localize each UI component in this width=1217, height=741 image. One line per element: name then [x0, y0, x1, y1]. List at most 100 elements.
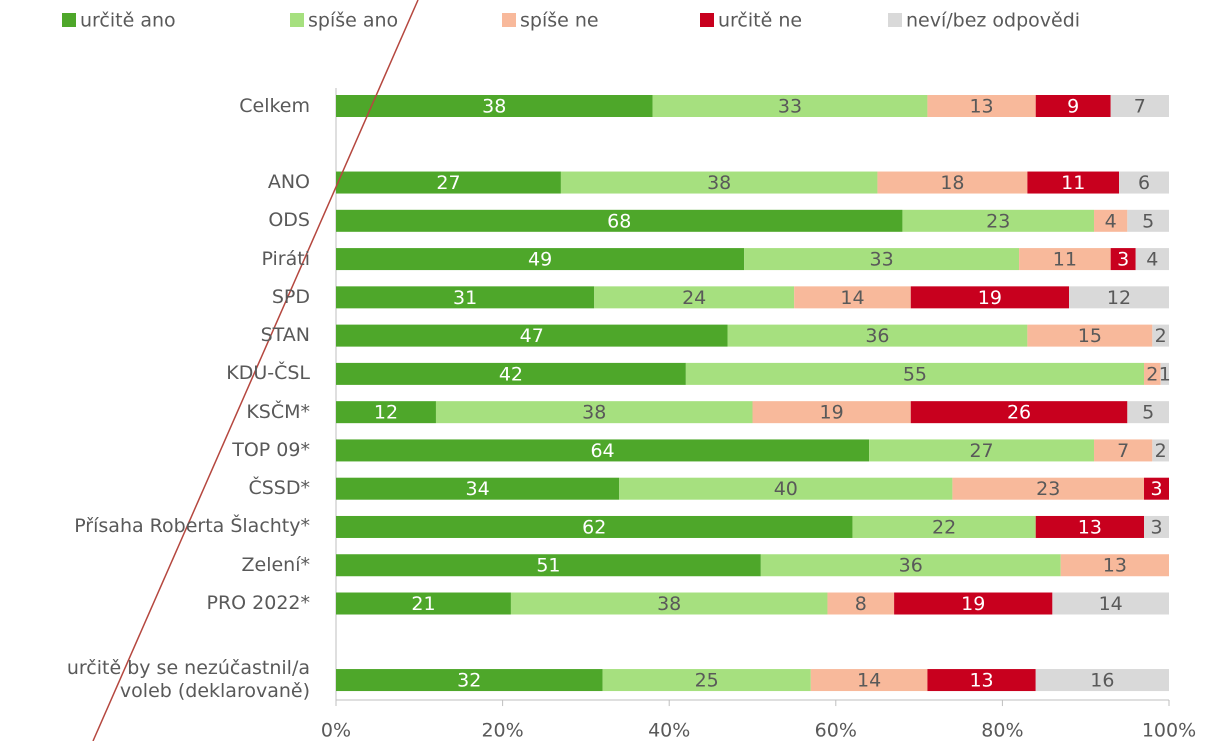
bar-segment — [952, 477, 1145, 500]
x-tick-label: 80% — [981, 720, 1023, 741]
bar-segment — [336, 324, 728, 347]
value-label: 38 — [657, 593, 681, 615]
x-tick-label: 40% — [648, 720, 690, 741]
bar-segment — [810, 669, 928, 692]
bar-segment — [1060, 554, 1169, 577]
value-label: 38 — [482, 96, 506, 118]
value-label: 11 — [1061, 172, 1085, 194]
bar-segment — [1144, 477, 1169, 500]
category-label: Piráti — [261, 247, 310, 270]
category-label: ČSSD* — [248, 477, 310, 500]
bar-segment — [336, 439, 870, 462]
bar-segment — [927, 669, 1036, 692]
value-label: 2 — [1155, 325, 1167, 347]
bar-segment — [336, 362, 686, 385]
value-label: 62 — [582, 516, 606, 538]
value-label: 11 — [1053, 249, 1077, 271]
value-label: 33 — [870, 249, 894, 271]
bar-segment — [685, 362, 1145, 385]
value-label: 36 — [899, 555, 923, 577]
value-label: 2 — [1146, 363, 1158, 385]
bar-segment — [336, 477, 620, 500]
bar-segment — [1110, 248, 1136, 271]
category-label: TOP 09* — [232, 438, 310, 461]
bar-segment — [602, 669, 811, 692]
value-label: 68 — [607, 210, 631, 232]
bar-segment — [1127, 209, 1169, 232]
value-label: 25 — [695, 670, 719, 692]
bar-segment — [510, 592, 828, 615]
bar-segment — [894, 592, 1053, 615]
value-label: 3 — [1117, 249, 1129, 271]
bar-segment — [1094, 209, 1128, 232]
value-label: 9 — [1067, 96, 1079, 118]
value-label: 24 — [682, 287, 706, 309]
legend-label: určitě ano — [80, 10, 176, 32]
value-label: 2 — [1155, 440, 1167, 462]
bar-segment — [1144, 515, 1169, 538]
value-label: 6 — [1138, 172, 1150, 194]
bar-segment — [877, 171, 1028, 194]
value-label: 19 — [820, 402, 844, 424]
value-label: 7 — [1117, 440, 1129, 462]
x-tick-label: 0% — [321, 720, 351, 741]
bar-segment — [910, 286, 1070, 309]
value-label: 13 — [969, 96, 993, 118]
legend-swatch — [290, 13, 304, 27]
bar-segment — [336, 515, 853, 538]
bar-segment — [1035, 515, 1145, 538]
category-label: Zelení* — [241, 553, 311, 576]
value-label: 7 — [1134, 96, 1146, 118]
bar-segment — [1052, 592, 1169, 615]
value-label: 40 — [774, 478, 798, 500]
legend-swatch — [700, 13, 714, 27]
value-label: 64 — [590, 440, 614, 462]
category-label: STAN — [260, 324, 310, 347]
category-label: určitě by se nezúčastnil/a voleb (deklar… — [66, 657, 310, 703]
bar-segment — [727, 324, 1028, 347]
value-label: 4 — [1105, 210, 1117, 232]
value-label: 23 — [986, 210, 1010, 232]
bar-segment — [619, 477, 953, 500]
value-label: 27 — [969, 440, 993, 462]
legend-swatch — [62, 13, 76, 27]
legend-label: určitě ne — [718, 10, 802, 32]
bar-segment — [869, 439, 1095, 462]
bar-segment — [852, 515, 1036, 538]
value-label: 34 — [466, 478, 490, 500]
bar-segment — [652, 95, 928, 117]
x-tick-label: 100% — [1142, 720, 1196, 741]
value-label: 19 — [978, 287, 1002, 309]
value-label: 14 — [1099, 593, 1123, 615]
bar-segment — [902, 209, 1095, 232]
bar-segment — [752, 401, 911, 424]
bar-segment — [336, 669, 603, 692]
value-label: 16 — [1090, 670, 1114, 692]
bar-segment — [1119, 171, 1169, 194]
value-label: 27 — [436, 172, 460, 194]
value-label: 3 — [1150, 478, 1162, 500]
bar-segment — [794, 286, 911, 309]
value-label: 32 — [457, 670, 481, 692]
legend-label: neví/bez odpovědi — [906, 10, 1080, 32]
bar-segment — [1035, 669, 1169, 692]
value-label: 5 — [1142, 402, 1154, 424]
value-label: 36 — [865, 325, 889, 347]
category-label: Celkem — [239, 94, 310, 117]
bar-segment — [927, 95, 1036, 117]
value-label: 26 — [1007, 402, 1031, 424]
bar-segment — [1152, 324, 1169, 347]
value-label: 47 — [520, 325, 544, 347]
value-label: 12 — [374, 402, 398, 424]
bar-segment — [1035, 95, 1111, 117]
value-label: 51 — [536, 555, 560, 577]
value-label: 19 — [961, 593, 985, 615]
value-label: 3 — [1150, 516, 1162, 538]
bar-segment — [336, 248, 745, 271]
category-label: PRO 2022* — [206, 592, 310, 614]
value-label: 23 — [1036, 478, 1060, 500]
value-label: 8 — [855, 593, 867, 615]
value-label: 1 — [1159, 363, 1171, 385]
category-label: SPD — [271, 285, 310, 308]
bar-segment — [1027, 324, 1153, 347]
